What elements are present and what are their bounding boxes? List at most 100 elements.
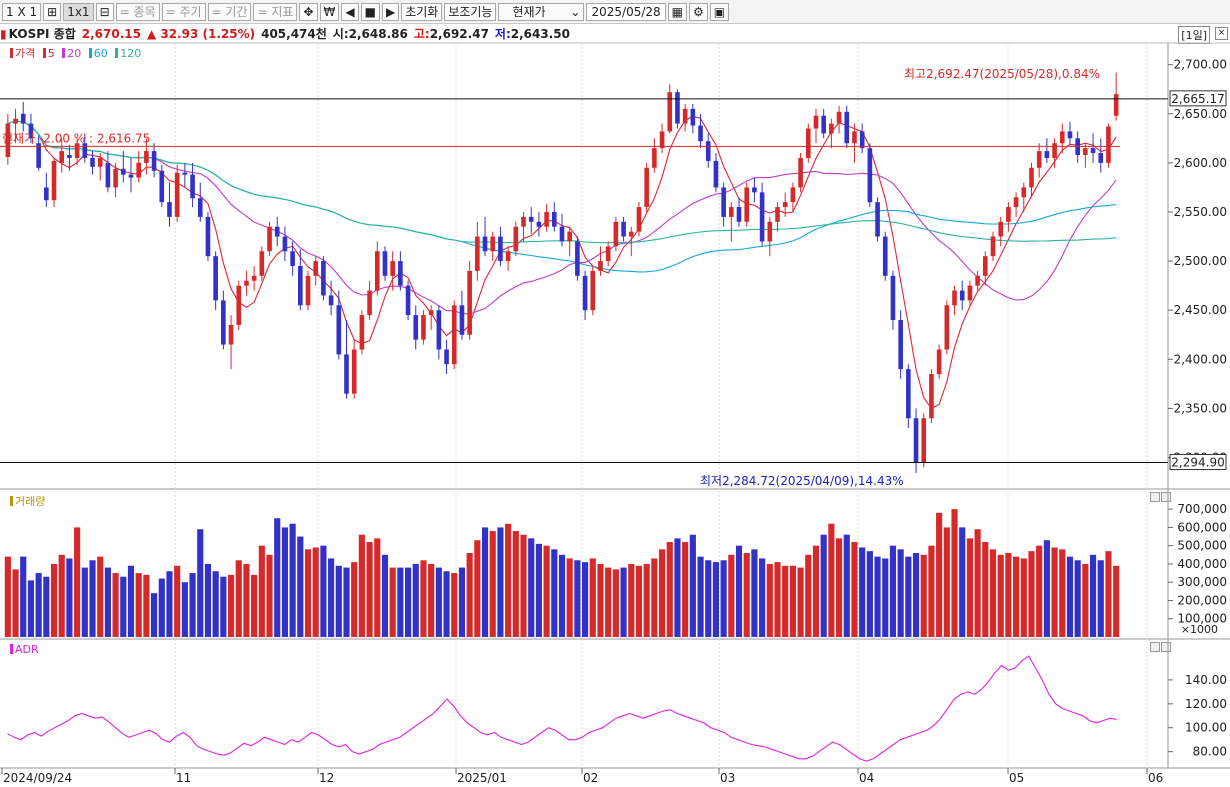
index-name: KOSPI 종합 <box>8 27 76 41</box>
stop-icon[interactable]: ■ <box>360 2 380 21</box>
volume-bar <box>1020 558 1027 637</box>
candle-body <box>182 172 188 175</box>
volume-bar <box>789 565 796 637</box>
candle-body <box>821 115 826 134</box>
candle-body <box>705 141 711 161</box>
date-input[interactable]: 2025/05/28 <box>586 2 666 21</box>
volume-bar <box>551 549 558 637</box>
volume-bar <box>512 531 519 637</box>
candle-body <box>621 221 626 237</box>
candle-body <box>451 305 457 365</box>
volume-bar <box>874 556 881 637</box>
date-tick-label: 11 <box>176 771 191 785</box>
price-type-select[interactable]: 현재가 ⌄ <box>498 2 585 21</box>
candle-body <box>998 221 1004 237</box>
volume-tick-label: 300,000 <box>1177 575 1227 589</box>
volume-bar <box>297 536 304 637</box>
reset-button[interactable]: 초기화 <box>401 2 443 21</box>
won-icon[interactable]: ₩ <box>319 2 340 21</box>
volume-bar <box>135 573 142 637</box>
volume-tick-label: 600,000 <box>1177 520 1227 534</box>
candle-body <box>305 275 311 306</box>
candle-body <box>498 236 503 262</box>
adr-tick-label: 140.00 <box>1185 673 1227 687</box>
volume-bar <box>835 538 843 637</box>
volume-bar <box>682 542 689 637</box>
candle-body <box>490 236 496 252</box>
volume-panel-close-button[interactable] <box>1161 492 1171 502</box>
adr-series-line <box>7 655 1117 762</box>
period-button[interactable]: = 기간 <box>207 2 252 21</box>
candle-body <box>167 202 172 217</box>
volume-bar <box>166 571 173 637</box>
volume-bar <box>343 567 350 637</box>
volume-bar <box>251 574 258 637</box>
candle-body <box>259 251 265 276</box>
aux-function-button[interactable]: 보조기능 <box>444 2 497 21</box>
volume-bar <box>666 542 673 637</box>
save-icon[interactable]: ▣ <box>709 2 730 21</box>
stock-button[interactable]: = 종목 <box>115 2 160 21</box>
prev-icon[interactable]: ◀ <box>341 2 359 21</box>
adr-panel-minimize-button[interactable] <box>1150 642 1160 652</box>
candle-body <box>528 216 534 222</box>
volume-bar <box>4 556 11 637</box>
candle-body <box>328 295 334 306</box>
ma5-line <box>7 115 1117 410</box>
volume-bar <box>574 560 581 637</box>
volume-bar <box>974 529 981 637</box>
layout-1x1-button[interactable]: 1 X 1 <box>2 2 42 21</box>
candle-body <box>267 226 272 252</box>
layout-1x1-toggle[interactable]: 1x1 <box>63 2 94 21</box>
low-annotation: 최저2,284.72(2025/04/09),14.43% <box>700 474 904 488</box>
adr-panel-close-button[interactable] <box>1161 642 1171 652</box>
volume-bar <box>1013 556 1020 637</box>
close-icon[interactable]: × <box>1215 27 1228 40</box>
price-legend: 가격 5 20 60 120 <box>10 45 141 61</box>
date-tick-label: 05 <box>1009 771 1024 785</box>
volume-bar <box>843 534 850 637</box>
grid-layout-icon[interactable]: ⊞ <box>43 2 62 21</box>
candle-body <box>944 305 950 350</box>
candle-body <box>544 211 549 227</box>
cycle-button[interactable]: = 주기 <box>161 2 206 21</box>
volume-bar <box>920 554 927 637</box>
date-tick-label: 02 <box>583 771 598 785</box>
candle-body <box>636 207 642 232</box>
toolbar: 1 X 1 ⊞ 1x1 ⊟ = 종목 = 주기 = 기간 = 지표 ✥ ₩ ◀ … <box>0 0 1230 24</box>
volume-bar <box>951 509 958 637</box>
volume-bar <box>620 567 627 637</box>
volume-bar <box>705 560 712 637</box>
candle-body <box>929 374 934 419</box>
candle-body <box>105 162 111 188</box>
candle-body <box>598 261 603 271</box>
candle-body <box>221 300 226 345</box>
gear-icon[interactable]: ⚙ <box>689 2 708 21</box>
volume-bar <box>897 549 904 637</box>
candle-body <box>875 202 880 237</box>
volume-tick-label: 700,000 <box>1177 502 1227 516</box>
candle-body <box>113 168 118 188</box>
low-price-box <box>1169 454 1227 471</box>
next-icon[interactable]: ▶ <box>381 2 400 21</box>
candle-body <box>767 221 773 242</box>
candle-body <box>775 207 780 222</box>
candle-body <box>120 168 126 175</box>
candle-body <box>921 418 927 463</box>
volume-bar <box>828 523 835 637</box>
volume-axis: 700,000 600,000 500,000 400,000 300,000 200,0… <box>1168 502 1227 626</box>
table-icon[interactable]: ⊟ <box>95 2 114 21</box>
volume-panel-minimize-button[interactable] <box>1150 492 1160 502</box>
move-icon[interactable]: ✥ <box>299 2 318 21</box>
volume-bar <box>989 549 997 637</box>
adr-legend: ADR <box>10 643 39 656</box>
volume-bar <box>1105 551 1112 637</box>
indicator-button[interactable]: = 지표 <box>253 2 298 21</box>
volume-bar <box>605 567 612 637</box>
volume-bar <box>1066 556 1074 637</box>
volume-bar <box>174 565 181 637</box>
calendar-icon[interactable]: ▦ <box>667 2 687 21</box>
volume-bar <box>27 580 35 637</box>
candle-body <box>936 349 942 375</box>
